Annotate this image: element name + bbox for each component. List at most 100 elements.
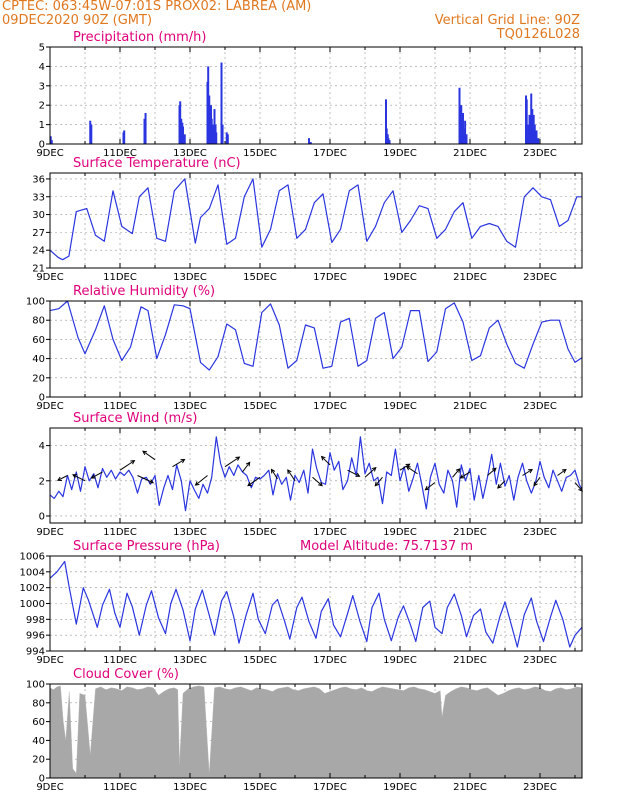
x-tick-label: 19DEC <box>383 272 417 283</box>
x-tick-label: 19DEC <box>383 655 417 666</box>
precip-bar <box>123 130 125 144</box>
y-tick-label: 2 <box>39 476 45 487</box>
x-tick-label: 13DEC <box>173 655 207 666</box>
x-tick-label: 23DEC <box>523 655 557 666</box>
precip-bar <box>222 125 224 144</box>
panel-title: Cloud Cover (%) <box>73 667 179 682</box>
y-tick-label: 60 <box>32 717 45 728</box>
precip-bar <box>389 140 391 144</box>
x-tick-label: 9DEC <box>36 272 63 283</box>
x-tick-label: 11DEC <box>103 655 137 666</box>
y-tick-label: 27 <box>32 228 45 239</box>
x-tick-label: 17DEC <box>313 782 347 793</box>
y-tick-label: 20 <box>32 755 45 766</box>
precip-bar <box>227 134 229 144</box>
panel-6: 0204060801009DEC11DEC13DEC15DEC17DEC19DE… <box>26 667 582 793</box>
x-tick-label: 9DEC <box>36 401 63 412</box>
x-tick-label: 13DEC <box>173 527 207 538</box>
y-tick-label: 996 <box>26 631 45 642</box>
y-tick-label: 0 <box>39 511 45 522</box>
x-tick-label: 9DEC <box>36 148 63 159</box>
x-tick-label: 21DEC <box>453 655 487 666</box>
y-tick-label: 2 <box>39 101 45 112</box>
y-tick-label: 40 <box>32 736 45 747</box>
x-tick-label: 15DEC <box>243 148 277 159</box>
y-tick-label: 1006 <box>20 552 45 563</box>
y-tick-label: 80 <box>32 316 45 327</box>
panel-5: 99499699810001002100410069DEC11DEC13DEC1… <box>20 539 582 666</box>
panel-frame <box>50 173 582 268</box>
x-tick-label: 23DEC <box>523 148 557 159</box>
x-tick-label: 15DEC <box>243 655 277 666</box>
x-tick-label: 9DEC <box>36 655 63 666</box>
series-line <box>50 562 582 648</box>
precip-bar <box>182 127 184 144</box>
wind-arrow <box>248 477 260 485</box>
y-tick-label: 100 <box>26 680 45 691</box>
panel-4: 0249DEC11DEC13DEC15DEC17DEC19DEC21DEC23D… <box>36 411 582 538</box>
x-tick-label: 11DEC <box>103 272 137 283</box>
precip-bar <box>308 138 310 144</box>
x-tick-label: 15DEC <box>243 272 277 283</box>
x-tick-label: 23DEC <box>523 782 557 793</box>
cloud-cover-area <box>50 686 582 778</box>
x-tick-label: 17DEC <box>313 527 347 538</box>
precip-bar <box>534 125 536 144</box>
precip-bar <box>466 134 468 144</box>
x-tick-label: 13DEC <box>173 272 207 283</box>
x-tick-label: 19DEC <box>383 527 417 538</box>
x-tick-label: 17DEC <box>313 148 347 159</box>
x-tick-label: 15DEC <box>243 401 277 412</box>
x-tick-label: 15DEC <box>243 527 277 538</box>
wind-arrow <box>143 451 155 459</box>
y-tick-label: 60 <box>32 335 45 346</box>
y-tick-label: 36 <box>32 174 45 185</box>
x-tick-label: 13DEC <box>173 782 207 793</box>
y-tick-label: 40 <box>32 354 45 365</box>
panel-3: 0204060801009DEC11DEC13DEC15DEC17DEC19DE… <box>26 284 582 412</box>
y-tick-label: 30 <box>32 210 45 221</box>
x-tick-label: 19DEC <box>383 401 417 412</box>
wind-arrow <box>138 476 154 483</box>
x-tick-label: 19DEC <box>383 148 417 159</box>
series-line <box>50 301 582 370</box>
y-tick-label: 100 <box>26 297 45 308</box>
series-line <box>50 437 582 511</box>
series-line <box>50 179 582 260</box>
precip-bar <box>215 132 217 144</box>
x-tick-label: 9DEC <box>36 527 63 538</box>
panel-annotation: Model Altitude: 75.7137 m <box>300 539 473 554</box>
y-tick-label: 1000 <box>20 599 45 610</box>
y-tick-label: 998 <box>26 615 45 626</box>
precip-bar <box>184 134 186 144</box>
wind-arrow <box>120 461 134 471</box>
y-tick-label: 1004 <box>20 567 45 578</box>
wind-arrow <box>196 476 208 486</box>
x-tick-label: 21DEC <box>453 148 487 159</box>
panel-2: 2124273033369DEC11DEC13DEC15DEC17DEC19DE… <box>32 156 582 283</box>
panel-title: Relative Humidity (%) <box>73 284 215 299</box>
precip-bar <box>145 113 147 144</box>
panel-title: Precipitation (mm/h) <box>73 30 206 45</box>
panel-title: Surface Wind (m/s) <box>73 411 197 426</box>
x-tick-label: 17DEC <box>313 655 347 666</box>
x-tick-label: 21DEC <box>453 782 487 793</box>
y-tick-label: 80 <box>32 698 45 709</box>
y-tick-label: 33 <box>32 192 45 203</box>
x-tick-label: 11DEC <box>103 527 137 538</box>
y-tick-label: 1002 <box>20 583 45 594</box>
wind-arrow <box>173 460 185 467</box>
y-tick-label: 1 <box>39 120 45 131</box>
panel-title: Surface Temperature (nC) <box>73 156 241 171</box>
precip-bar <box>51 140 53 144</box>
x-tick-label: 19DEC <box>383 782 417 793</box>
y-tick-label: 24 <box>32 246 45 257</box>
panel-frame <box>50 47 582 144</box>
precip-bar <box>536 130 538 144</box>
x-tick-label: 23DEC <box>523 401 557 412</box>
y-tick-label: 20 <box>32 373 45 384</box>
panel-title: Surface Pressure (hPa) <box>73 539 220 554</box>
x-tick-label: 11DEC <box>103 782 137 793</box>
panel-frame <box>50 428 582 523</box>
